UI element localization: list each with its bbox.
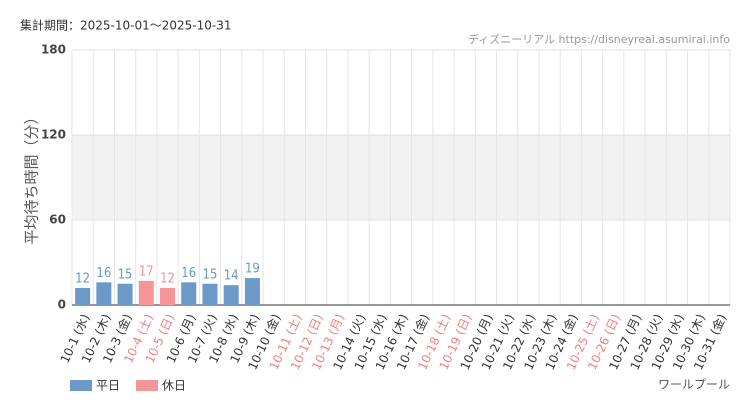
value-label: 19 [245,262,260,277]
legend-swatch [136,380,158,391]
value-label: 15 [118,267,133,282]
y-tick-label: 180 [41,43,66,57]
bar [160,288,176,305]
y-tick-label: 60 [49,213,66,227]
subtitle: 集計期間：2025-10-01～2025-10-31 [20,18,231,33]
source: ディズニーリアル https://disneyreal.asumirai.inf… [468,32,730,46]
bar [244,278,260,305]
bar [117,283,133,305]
legend-label: 休日 [162,379,186,393]
legend-swatch [70,380,92,391]
bar [138,280,154,305]
value-label: 16 [181,266,196,281]
value-label: 15 [203,267,218,282]
bar [181,282,197,305]
bar [223,285,239,305]
bar [202,283,218,305]
y-axis-label: 平均待ち時間（分） [23,109,41,244]
legend-label: 平日 [96,379,120,393]
value-label: 14 [224,269,239,284]
attraction-name: ワールプール [658,378,730,392]
y-tick-label: 120 [41,128,66,142]
bar [75,288,91,305]
value-label: 17 [139,264,154,279]
value-label: 12 [160,272,175,287]
value-label: 16 [96,266,111,281]
bar [96,282,112,305]
value-label: 12 [75,272,90,287]
y-tick-label: 0 [58,298,66,312]
shaded-band [72,135,730,220]
